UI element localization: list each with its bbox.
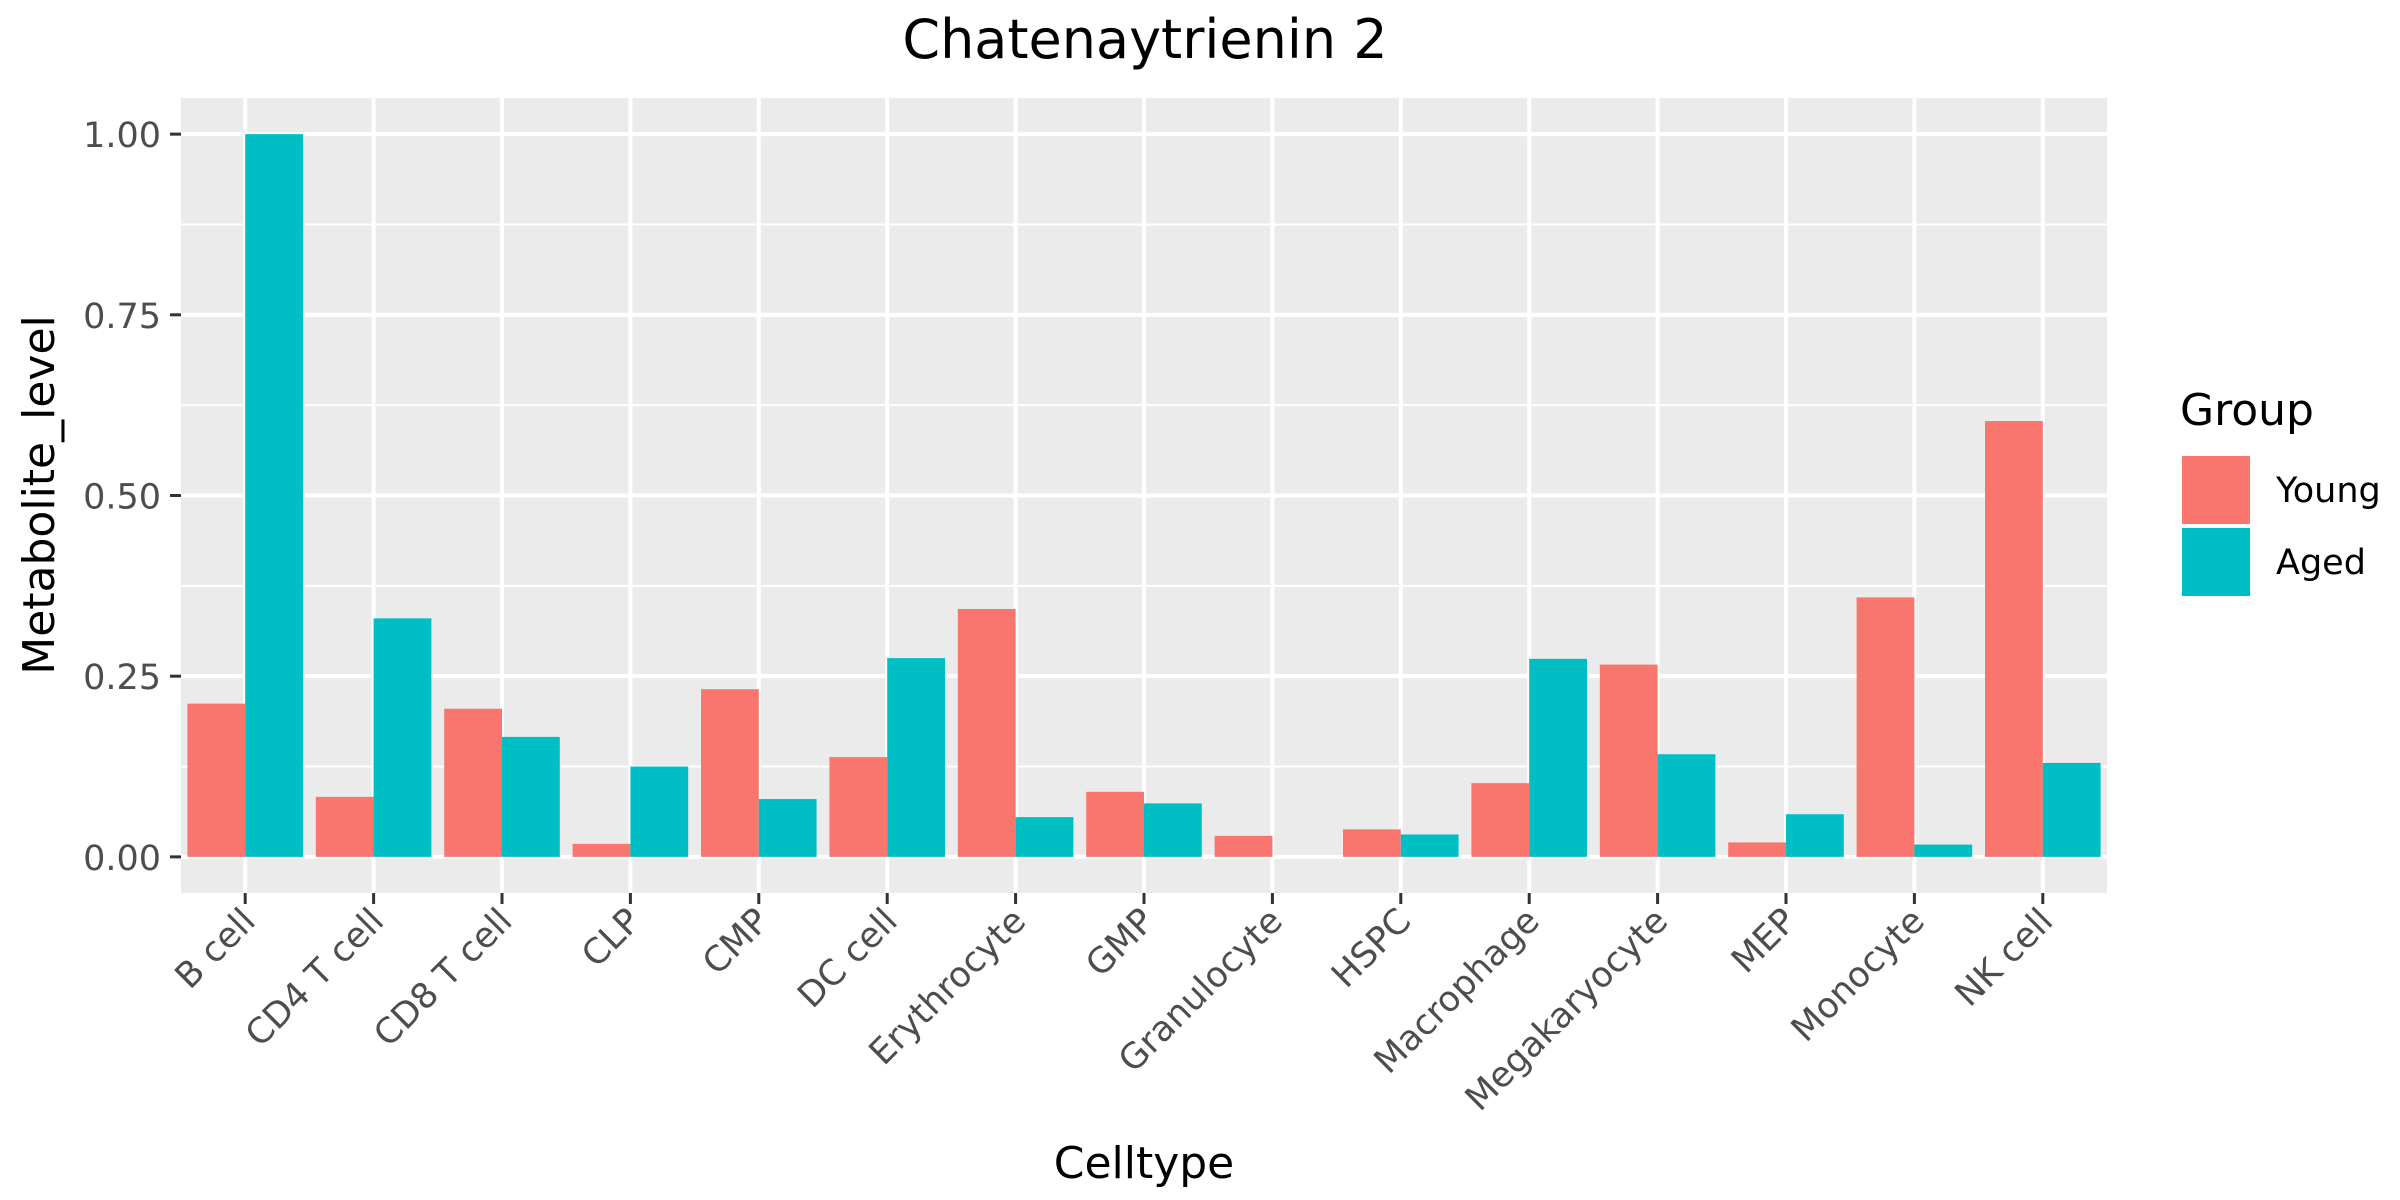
bar-aged-macrophage [1529, 658, 1587, 857]
bar-aged-megakaryocyte [1657, 754, 1716, 857]
y-tick-label: 0.75 [83, 297, 161, 337]
bar-aged-b-cell [245, 134, 303, 857]
bar-young-cd8-t-cell [444, 708, 502, 857]
bar-young-dc-cell [829, 757, 888, 857]
bars [187, 134, 2101, 857]
bar-aged-cd8-t-cell [502, 736, 560, 857]
bar-young-monocyte [1856, 597, 1915, 857]
bar-young-hspc [1343, 829, 1401, 857]
bar-young-erythrocyte [957, 608, 1016, 857]
x-tick-label: CMP [695, 901, 777, 983]
x-tick-label: GMP [1079, 901, 1163, 985]
bar-aged-clp [630, 766, 689, 857]
x-axis-title: Celltype [1054, 1138, 1235, 1189]
bar-aged-gmp [1144, 803, 1202, 857]
legend-title: Group [2180, 385, 2314, 436]
x-tick-label: HSPC [1324, 901, 1419, 996]
legend-label-aged: Aged [2276, 543, 2366, 583]
chart-title: Chatenaytrienin 2 [902, 8, 1387, 71]
y-tick-label: 0.25 [83, 658, 161, 698]
bar-young-b-cell [187, 703, 246, 857]
legend-label-young: Young [2275, 471, 2381, 511]
x-tick-label: B cell [168, 901, 264, 997]
bar-aged-dc-cell [887, 658, 945, 857]
legend-key-aged [2182, 528, 2250, 596]
bar-aged-cd4-t-cell [373, 618, 432, 857]
x-tick-label: MEP [1724, 901, 1804, 981]
bar-aged-hspc [1400, 834, 1459, 857]
bar-aged-cmp [758, 799, 817, 857]
x-tick-label: CD8 T cell [367, 901, 521, 1055]
bar-young-mep [1728, 842, 1786, 857]
x-tick-label: NK cell [1948, 901, 2061, 1014]
bar-aged-mep [1786, 814, 1844, 857]
bar-young-gmp [1086, 791, 1144, 857]
y-tick-label: 1.00 [83, 116, 161, 156]
bar-young-megakaryocyte [1599, 664, 1658, 857]
bar-aged-erythrocyte [1015, 817, 1074, 857]
bar-aged-nk-cell [2042, 762, 2101, 857]
bar-aged-monocyte [1914, 844, 1973, 857]
y-tick-label: 0.50 [83, 478, 161, 518]
bar-young-cmp [701, 689, 759, 857]
x-tick-label: CD4 T cell [238, 901, 392, 1055]
y-axis: 0.00 0.25 0.50 0.75 1.00 [83, 116, 181, 879]
bar-young-clp [572, 843, 631, 857]
legend-key-young [2182, 456, 2250, 524]
bar-young-nk-cell [1985, 421, 2043, 857]
bar-young-cd4-t-cell [315, 796, 374, 857]
bar-young-granulocyte [1214, 835, 1273, 857]
x-tick-label: CLP [574, 901, 648, 975]
y-axis-title: Metabolite_level [14, 315, 65, 675]
legend: Group Young Aged [2180, 385, 2381, 596]
bar-young-macrophage [1471, 783, 1530, 857]
x-tick-label: DC cell [790, 901, 905, 1016]
y-tick-label: 0.00 [83, 839, 161, 879]
x-tick-label: Monocyte [1784, 901, 1933, 1050]
